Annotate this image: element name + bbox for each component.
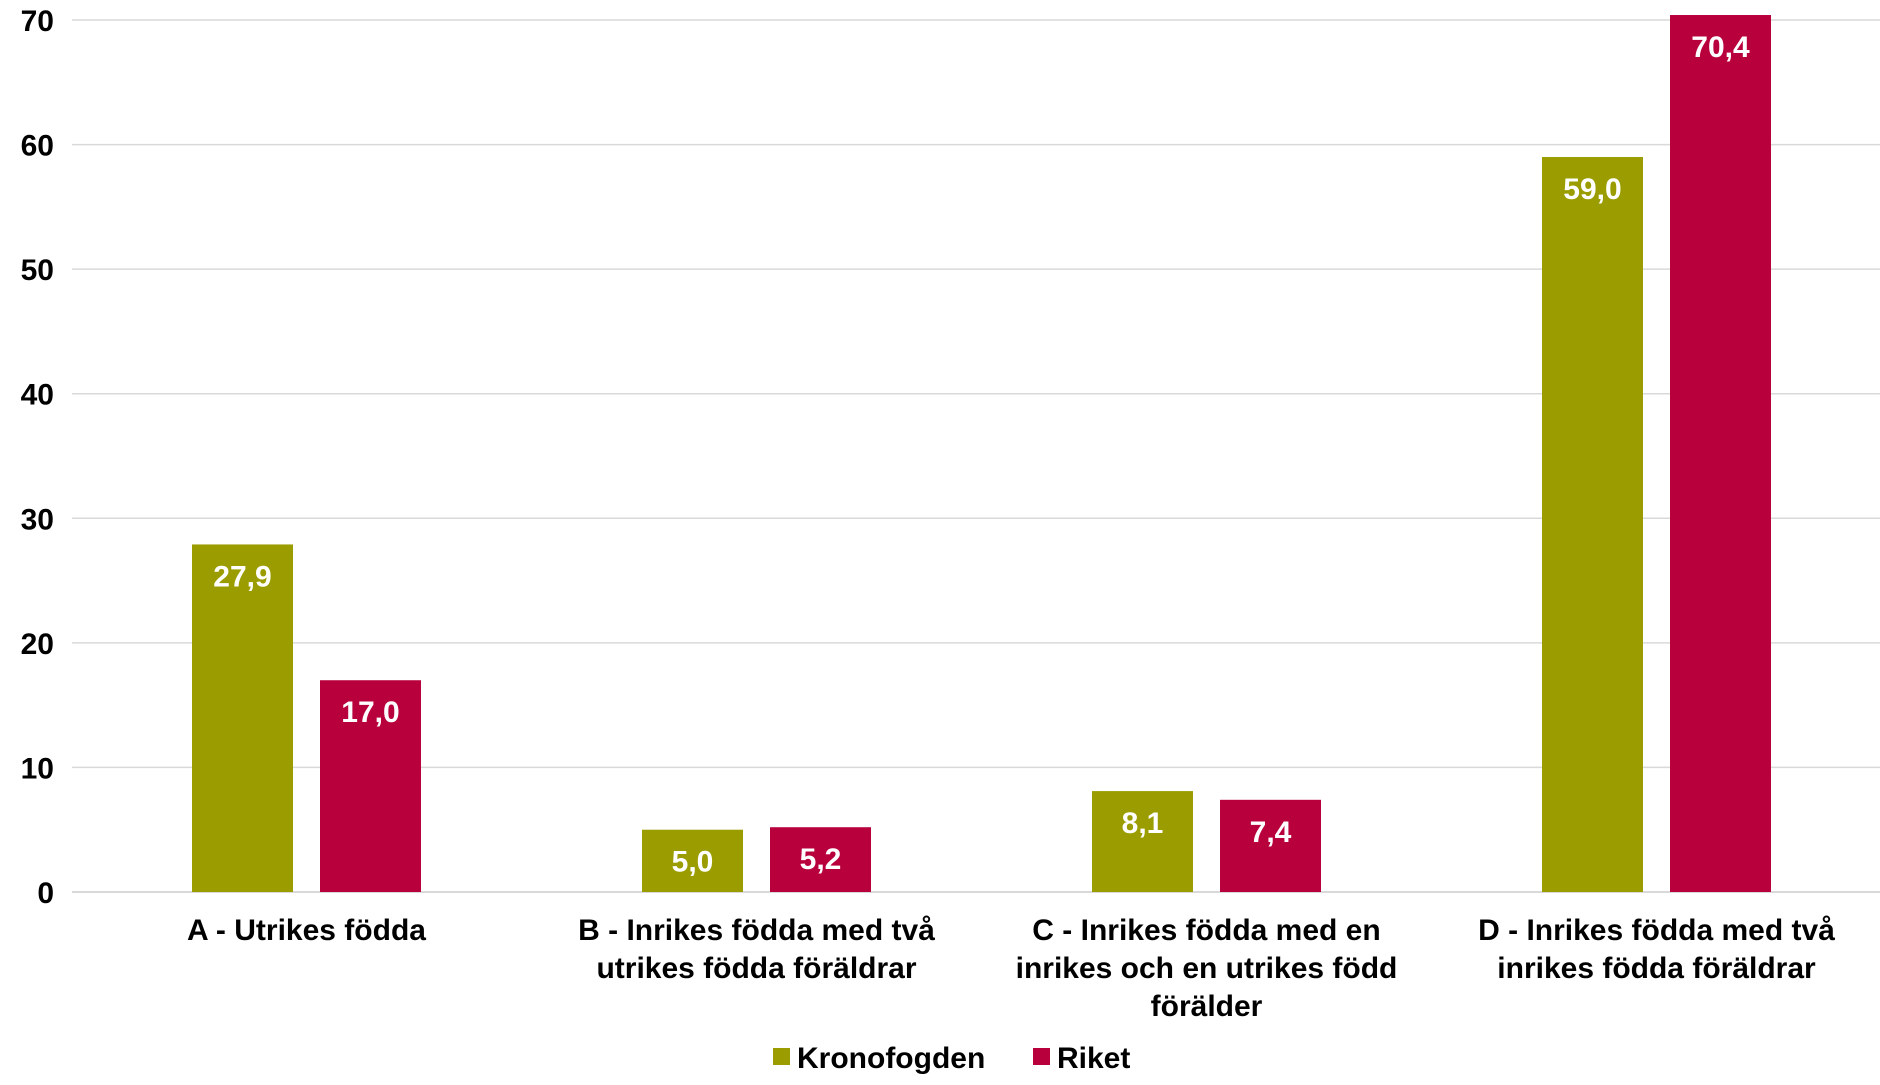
data-label: 17,0 (341, 696, 399, 729)
data-label: 5,0 (672, 846, 714, 879)
data-label: 7,4 (1250, 816, 1292, 849)
bar (1092, 791, 1193, 892)
bar (1670, 15, 1771, 892)
legend-swatch (773, 1048, 790, 1065)
x-category-label-line: förälder (1151, 990, 1263, 1023)
data-labels: 27,9 5,0 8,1 59,0 17,0 5,2 7,4 70,4 (213, 31, 1750, 879)
bar (1542, 157, 1643, 892)
x-category-label-line: inrikes och en utrikes född (1016, 952, 1398, 985)
data-label: 70,4 (1691, 31, 1750, 64)
x-category-label: A - Utrikes födda (187, 914, 426, 947)
x-axis-category-labels: A - Utrikes födda B - Inrikes födda med t… (187, 914, 1835, 1023)
y-axis-ticks: 0 10 20 30 40 50 60 70 (21, 5, 54, 910)
bar (1220, 799, 1321, 892)
x-category-label-line: D - Inrikes födda med två (1478, 914, 1835, 947)
legend-swatch (1033, 1048, 1050, 1065)
legend-label: Kronofogden (797, 1042, 985, 1075)
bar (320, 680, 421, 892)
y-tick-label: 10 (21, 752, 54, 785)
y-tick-label: 20 (21, 628, 54, 661)
x-category-label-line: inrikes födda föräldrar (1497, 952, 1816, 985)
x-category-label-line: utrikes födda föräldrar (596, 952, 916, 985)
y-tick-label: 50 (21, 254, 54, 287)
bar (770, 827, 871, 892)
data-label: 59,0 (1563, 173, 1621, 206)
x-category-label: D - Inrikes födda med två inrikes födda f… (1478, 914, 1835, 985)
x-category-label: C - Inrikes födda med en inrikes och en u… (1016, 914, 1398, 1023)
data-label: 8,1 (1122, 807, 1164, 840)
y-tick-label: 60 (21, 130, 54, 163)
x-category-label-line: B - Inrikes födda med två (578, 914, 935, 947)
x-category-label-line: A - Utrikes födda (187, 914, 426, 947)
data-label: 27,9 (213, 560, 271, 593)
x-category-label-line: C - Inrikes födda med en (1032, 914, 1380, 947)
x-category-label: B - Inrikes födda med två utrikes födda f… (578, 914, 935, 985)
bar (642, 829, 743, 892)
bars (192, 15, 1771, 892)
legend-label: Riket (1057, 1042, 1130, 1075)
bar (192, 544, 293, 892)
y-tick-label: 40 (21, 379, 54, 412)
data-label: 5,2 (800, 843, 842, 876)
y-tick-label: 70 (21, 5, 54, 38)
y-tick-label: 30 (21, 503, 54, 536)
legend: Kronofogden Riket (773, 1042, 1130, 1075)
y-tick-label: 0 (37, 877, 54, 910)
